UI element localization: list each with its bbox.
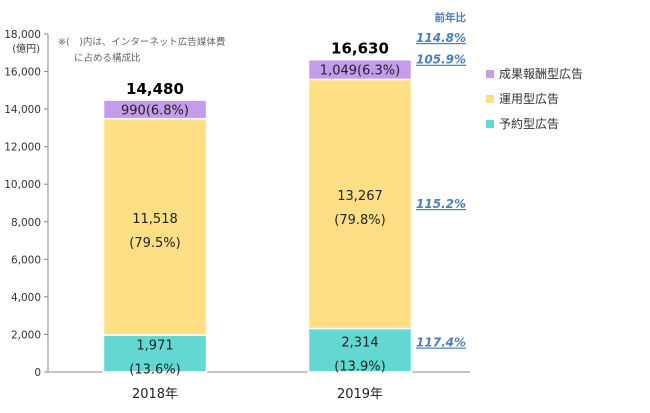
y-tick-label: 16,000 — [4, 67, 41, 79]
yoy-series-value: 115.2% — [416, 197, 466, 211]
legend-label: 予約型広告 — [499, 116, 559, 131]
bar-segment — [307, 58, 413, 81]
y-tick-label: 14,000 — [4, 104, 41, 116]
segment-value-label: 1,971 — [136, 338, 173, 353]
yoy-header: 前年比 — [435, 11, 467, 24]
bar-total-label: 14,480 — [126, 80, 184, 98]
bar-segment — [102, 117, 208, 336]
y-tick-label: 4,000 — [11, 292, 41, 304]
bar-segment — [102, 99, 208, 120]
y-tick-label: 2,000 — [11, 329, 41, 341]
x-tick-label: 2019年 — [337, 387, 383, 402]
y-axis: 0 2,000 4,000 6,000 8,000 10,000 12,000 14,000 1… — [4, 29, 470, 379]
segment-share-label: (79.5%) — [129, 236, 180, 251]
bar-segment — [307, 327, 413, 373]
y-tick-label: 0 — [34, 367, 41, 379]
y-tick-label: 18,000 — [4, 29, 41, 41]
y-axis-unit: (億円) — [12, 42, 40, 55]
composition-note-line-1: ※( )内は、インターネット広告媒体費 — [58, 36, 225, 48]
bar-segment — [307, 78, 413, 330]
segment-value-label: 11,518 — [132, 212, 178, 227]
legend-swatch — [486, 120, 494, 128]
y-tick-label: 12,000 — [4, 142, 41, 154]
x-tick-label: 2018年 — [132, 387, 178, 402]
yoy-series-values: 117.4% 115.2% 105.9% — [416, 53, 466, 350]
segment-value-label: 990(6.8%) — [121, 103, 189, 118]
bars: 1,971 (13.6%) 11,518 (79.5%) 990(6.8%) 14,480… — [102, 40, 413, 377]
legend-label: 成果報酬型広告 — [499, 67, 583, 81]
legend-swatch — [486, 95, 494, 103]
yoy-total: 114.8% — [416, 31, 466, 45]
y-tick-label: 10,000 — [4, 179, 41, 191]
composition-note-line-2: に占める構成比 — [74, 52, 141, 64]
segment-share-label: (13.6%) — [129, 362, 180, 377]
bar-total-label: 16,630 — [331, 40, 389, 58]
segment-value-label: 13,267 — [337, 189, 383, 204]
segment-share-label: (13.9%) — [334, 359, 385, 374]
segment-share-label: (79.8%) — [334, 213, 385, 228]
bar-segment — [102, 334, 208, 373]
segment-value-label: 1,049(6.3%) — [320, 64, 400, 79]
yoy-series-value: 105.9% — [416, 53, 466, 67]
x-axis-labels: 2018年 2019年 — [132, 387, 383, 402]
y-tick-label: 8,000 — [11, 217, 41, 229]
yoy-series-value: 117.4% — [416, 336, 466, 350]
y-tick-label: 6,000 — [11, 254, 41, 266]
legend-swatch — [486, 70, 494, 78]
legend-label: 運用型広告 — [499, 92, 559, 106]
segment-value-label: 2,314 — [341, 335, 378, 350]
